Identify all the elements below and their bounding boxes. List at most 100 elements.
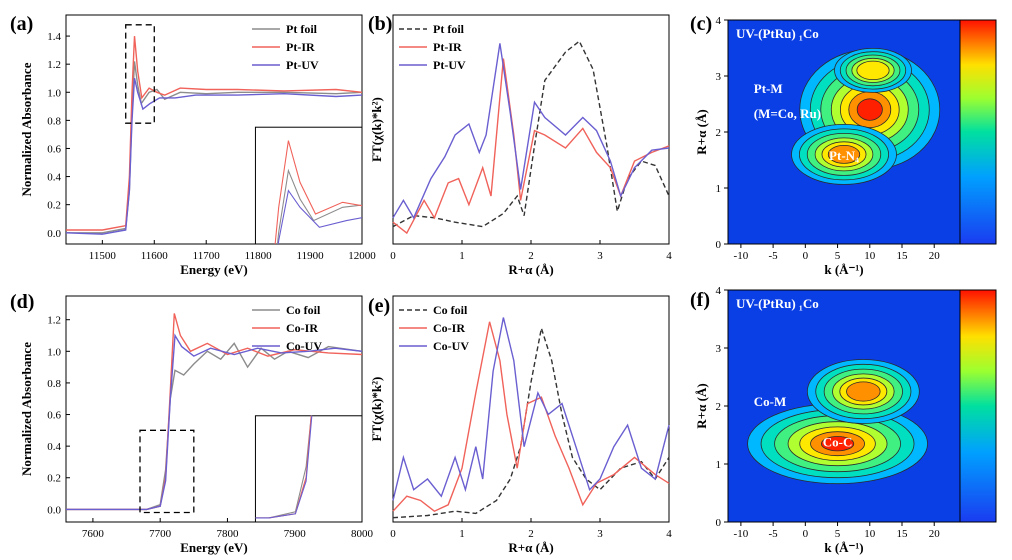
x-tick-label: 2	[528, 528, 534, 540]
legend-label: Pt foil	[286, 22, 318, 36]
x-tick-label: 20	[929, 250, 941, 262]
x-tick-label: 11600	[141, 250, 169, 262]
y-tick-label: 0.8	[47, 115, 61, 127]
legend-label: Co-IR	[286, 321, 318, 335]
wt-peak-1-level-4	[856, 60, 890, 81]
wt-peak-0-level-6	[820, 436, 855, 452]
x-tick-label: 0	[390, 250, 396, 262]
x-tick-label: 3	[597, 250, 603, 262]
legend-label: Pt-IR	[286, 40, 315, 54]
colorbar	[959, 19, 997, 245]
panel-label-c: (c)	[690, 13, 712, 35]
inset-frame	[254, 415, 363, 523]
series-line-pt-ir	[66, 36, 363, 231]
x-tick-label: 7700	[149, 528, 172, 540]
y-tick-label: 1	[716, 183, 722, 195]
x-tick-label: 15	[897, 250, 909, 262]
x-axis-label: R+α (Å)	[508, 262, 553, 277]
wt-contours	[791, 48, 941, 185]
panel-label-b: (b)	[368, 13, 392, 35]
wt-annotation: (M=Co, Ru)	[754, 106, 821, 121]
x-tick-label: 5	[835, 528, 841, 540]
wt-peak-1-level-5	[846, 381, 881, 402]
inset-series-line	[274, 140, 362, 244]
y-tick-label: 0.8	[47, 378, 61, 390]
x-tick-label: 10	[864, 528, 876, 540]
x-tick-label: 0	[803, 528, 809, 540]
y-tick-label: 1.2	[47, 59, 61, 71]
legend-label: Co-UV	[433, 339, 469, 353]
y-tick-label: 2	[716, 127, 722, 139]
inset-series-line	[255, 415, 313, 519]
wt-annotation: Pt-M	[754, 81, 783, 96]
series-line-pt-ir	[392, 58, 670, 235]
x-tick-label: -5	[769, 250, 779, 262]
y-axis-label: FT(χ(k)*k²)	[369, 377, 384, 442]
panel-c: (c) -10 -5 0 5 10 15 20 0 1 2 3 4 k (Å⁻¹) R+α (Å) UV-(P…	[690, 13, 997, 277]
y-tick-label: 1.0	[47, 346, 61, 358]
legend-label: Pt-UV	[286, 58, 319, 72]
panel-f: (f) -10 -5 0 5 10 15 20 0 1 2 3 4 k (Å⁻¹) R+α (Å) UV-(P…	[690, 285, 997, 555]
x-axis-label: Energy (eV)	[180, 262, 248, 277]
legend-label: Pt-UV	[433, 58, 466, 72]
y-tick-label: 2	[716, 401, 722, 413]
wt-annotation: Pt-N₄	[829, 148, 859, 163]
y-tick-label: 4	[716, 15, 722, 27]
y-tick-label: 1.0	[47, 87, 61, 99]
inset-series-line	[255, 415, 312, 519]
y-tick-label: 0.2	[47, 200, 61, 212]
y-axis-label: Normalized Absorbance	[19, 62, 34, 196]
panel-label-e: (e)	[368, 295, 390, 317]
inset-curves	[255, 415, 313, 519]
panel-label-a: (a)	[10, 13, 33, 35]
wt-title: UV-(PtRu) ₁Co	[736, 296, 819, 311]
x-tick-label: 2	[528, 250, 534, 262]
x-tick-label: 4	[666, 250, 672, 262]
y-tick-label: 4	[716, 285, 722, 297]
panel-d: (d) 7600 7700 7800 7900 8000 0.0 0.2 0.4 0.6 0.8 1.…	[10, 291, 374, 555]
wt-peak-2-level-5	[827, 144, 861, 164]
legend-label: Co foil	[286, 303, 321, 317]
x-tick-label: 8000	[351, 528, 374, 540]
x-tick-label: 7800	[216, 528, 239, 540]
series-line-co-uv	[392, 317, 670, 501]
x-tick-label: 3	[597, 528, 603, 540]
x-tick-label: -5	[769, 528, 779, 540]
x-tick-label: 1	[459, 528, 465, 540]
wt-title: UV-(PtRu) ₁Co	[736, 26, 819, 41]
series-line-co-uv	[66, 333, 363, 511]
inset-frame	[254, 126, 363, 245]
y-axis-label: R+α (Å)	[694, 109, 709, 154]
panel-label-f: (f)	[690, 289, 710, 311]
panel-label-d: (d)	[10, 291, 34, 313]
panel-b: (b) 0 1 2 3 4 R+α (Å) FT(χ(k)*k²) Pt foil Pt-IR Pt…	[368, 13, 672, 277]
zoom-region-box	[139, 429, 195, 514]
series-line-co-ir	[392, 321, 670, 513]
zoom-region-box	[125, 24, 155, 124]
y-tick-label: 0	[716, 239, 722, 251]
legend-label: Pt-IR	[433, 40, 462, 54]
x-tick-label: 11900	[297, 250, 325, 262]
legend-label: Co foil	[433, 303, 468, 317]
x-tick-label: 1	[459, 250, 465, 262]
inset-series-line	[255, 415, 312, 519]
x-tick-label: 11800	[245, 250, 273, 262]
y-tick-label: 0.6	[47, 410, 61, 422]
plot-frame	[65, 295, 363, 523]
series-line-pt-uv	[392, 43, 670, 220]
x-tick-label: 11700	[193, 250, 221, 262]
y-tick-label: 0.4	[47, 172, 61, 184]
colorbar	[959, 289, 997, 523]
zoom-inset	[254, 126, 363, 245]
series-line-pt-uv	[65, 78, 363, 235]
wt-peak-0-level-6	[856, 98, 883, 121]
series-line-co-foil	[392, 328, 670, 519]
x-tick-label: 0	[803, 250, 809, 262]
panel-e: (e) 0 1 2 3 4 R+α (Å) FT(χ(k)*k²) Co foil Co-IR Co…	[368, 295, 672, 555]
x-tick-label: -10	[734, 528, 749, 540]
zoom-inset	[254, 415, 363, 523]
x-tick-label: 15	[897, 528, 909, 540]
x-tick-label: 10	[864, 250, 876, 262]
y-tick-label: 0.4	[47, 441, 61, 453]
panel-a: (a) 11500 11600 11700 11800 11900 12000 0.0 0.2 0…	[10, 13, 376, 277]
